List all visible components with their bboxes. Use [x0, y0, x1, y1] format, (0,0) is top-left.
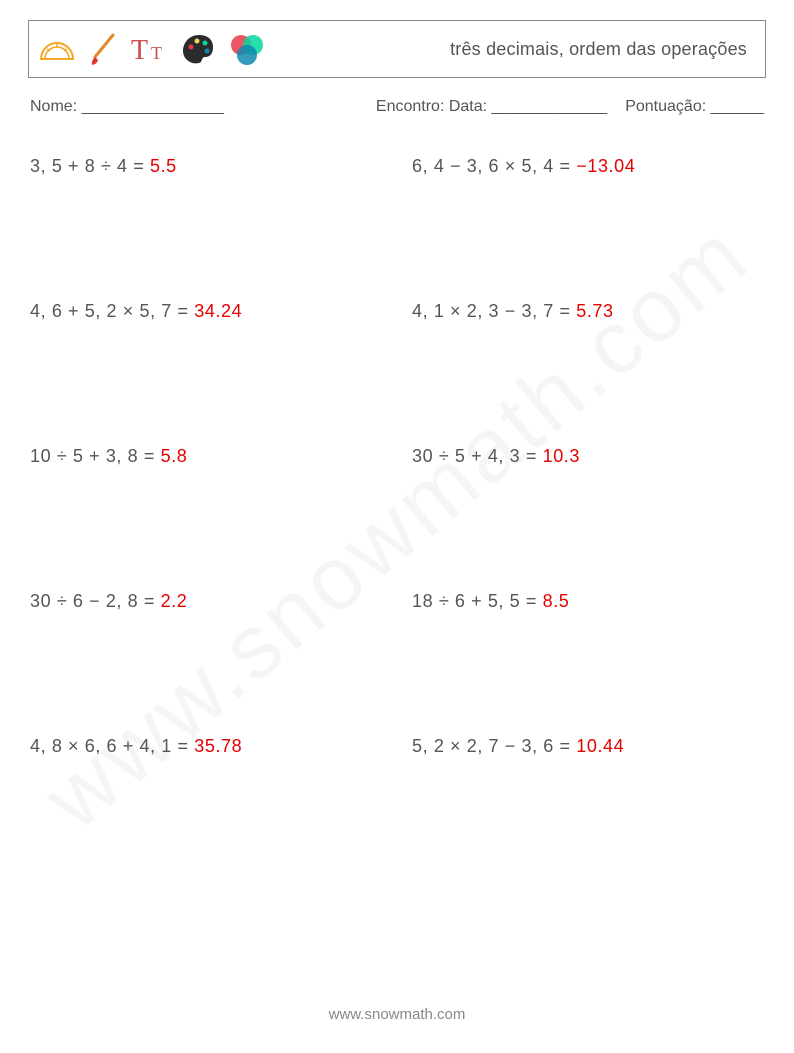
problem-item: 30 ÷ 5 + 4, 3 = 10.3: [412, 446, 764, 467]
problem-expression: 4, 8 × 6, 6 + 4, 1 =: [30, 736, 194, 756]
problem-expression: 3, 5 + 8 ÷ 4 =: [30, 156, 150, 176]
problem-answer: 5.73: [576, 301, 613, 321]
problem-expression: 4, 1 × 2, 3 − 3, 7 =: [412, 301, 576, 321]
name-field: Nome: ________________: [30, 98, 224, 116]
problem-item: 30 ÷ 6 − 2, 8 = 2.2: [30, 591, 382, 612]
date-field: Encontro: Data: _____________: [376, 98, 607, 116]
problem-answer: −13.04: [576, 156, 635, 176]
info-row: Nome: ________________ Encontro: Data: _…: [30, 98, 764, 116]
problem-expression: 6, 4 − 3, 6 × 5, 4 =: [412, 156, 576, 176]
problem-item: 4, 8 × 6, 6 + 4, 1 = 35.78: [30, 736, 382, 757]
problem-item: 5, 2 × 2, 7 − 3, 6 = 10.44: [412, 736, 764, 757]
venn-icon: [225, 29, 269, 69]
text-icon: T T: [129, 29, 173, 69]
problem-answer: 10.3: [543, 446, 580, 466]
problem-answer: 35.78: [194, 736, 242, 756]
problem-item: 4, 1 × 2, 3 − 3, 7 = 5.73: [412, 301, 764, 322]
worksheet-title: três decimais, ordem das operações: [450, 39, 747, 60]
problem-item: 10 ÷ 5 + 3, 8 = 5.8: [30, 446, 382, 467]
problem-expression: 10 ÷ 5 + 3, 8 =: [30, 446, 161, 466]
worksheet-page: T T três deci: [0, 0, 794, 757]
problem-expression: 30 ÷ 5 + 4, 3 =: [412, 446, 543, 466]
problem-item: 3, 5 + 8 ÷ 4 = 5.5: [30, 156, 382, 177]
problem-item: 18 ÷ 6 + 5, 5 = 8.5: [412, 591, 764, 612]
svg-text:T: T: [131, 35, 148, 66]
footer-url: www.snowmath.com: [0, 1006, 794, 1023]
problem-answer: 10.44: [576, 736, 624, 756]
problems-grid: 3, 5 + 8 ÷ 4 = 5.5 6, 4 − 3, 6 × 5, 4 = …: [28, 140, 766, 757]
problem-answer: 8.5: [543, 591, 570, 611]
problem-expression: 18 ÷ 6 + 5, 5 =: [412, 591, 543, 611]
problem-answer: 5.5: [150, 156, 177, 176]
header-box: T T três deci: [28, 20, 766, 78]
info-right: Encontro: Data: _____________ Pontuação:…: [376, 98, 764, 116]
problem-expression: 4, 6 + 5, 2 × 5, 7 =: [30, 301, 194, 321]
protractor-icon: [37, 29, 77, 69]
problem-item: 6, 4 − 3, 6 × 5, 4 = −13.04: [412, 156, 764, 177]
problem-answer: 5.8: [161, 446, 188, 466]
score-field: Pontuação: ______: [625, 98, 764, 116]
svg-text:T: T: [151, 43, 162, 63]
problem-answer: 2.2: [161, 591, 188, 611]
problem-expression: 5, 2 × 2, 7 − 3, 6 =: [412, 736, 576, 756]
problem-item: 4, 6 + 5, 2 × 5, 7 = 34.24: [30, 301, 382, 322]
header-icons: T T: [37, 29, 269, 69]
brush-icon: [83, 29, 123, 69]
problem-expression: 30 ÷ 6 − 2, 8 =: [30, 591, 161, 611]
palette-icon: [179, 29, 219, 69]
problem-answer: 34.24: [194, 301, 242, 321]
